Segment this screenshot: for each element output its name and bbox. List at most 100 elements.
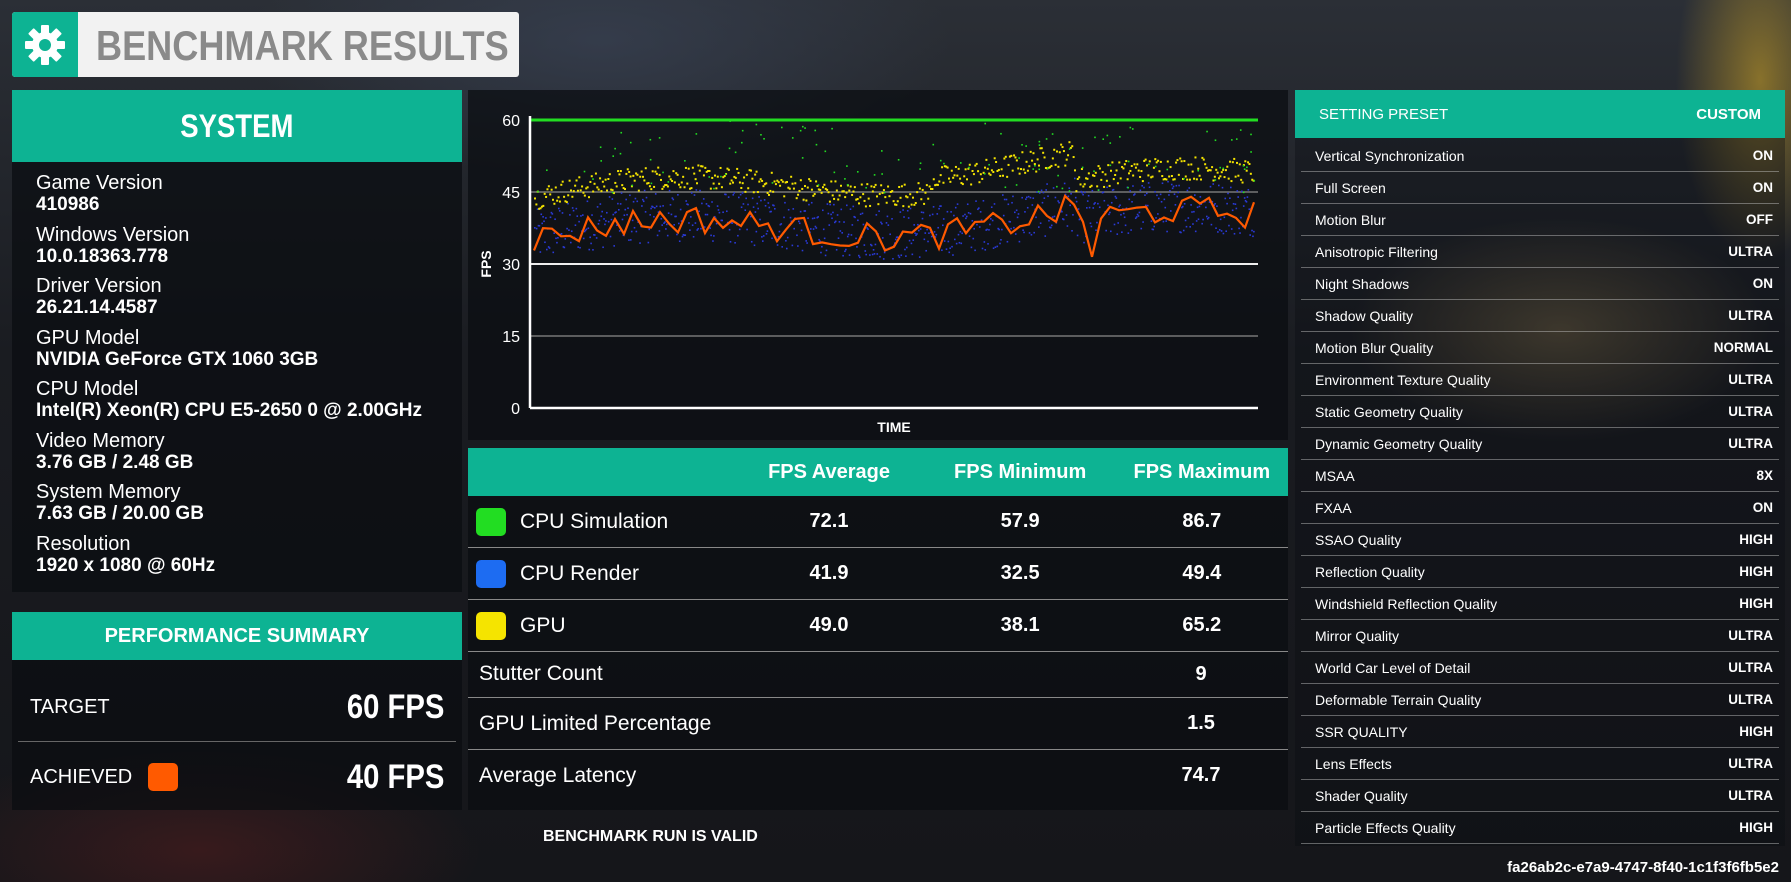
gpu-point bbox=[884, 196, 887, 199]
cpu-render-point bbox=[845, 248, 847, 251]
gpu-point bbox=[676, 173, 679, 176]
setting-preset-value: CUSTOM bbox=[1696, 105, 1761, 123]
cpu-render-point bbox=[759, 218, 761, 221]
cpu-render-point bbox=[1148, 186, 1151, 189]
gpu-point bbox=[1053, 148, 1056, 151]
cpu-render-point bbox=[1176, 195, 1179, 198]
cpu-render-point bbox=[568, 229, 570, 231]
setting-value: HIGH bbox=[1739, 532, 1773, 547]
gpu-point bbox=[819, 188, 822, 191]
cpu-render-point bbox=[942, 218, 945, 220]
cpu-simulation-point bbox=[846, 184, 849, 186]
cpu-render-point bbox=[1164, 206, 1167, 209]
cpu-render-point bbox=[791, 244, 794, 247]
cpu-render-point bbox=[726, 210, 728, 213]
cpu-render-point bbox=[564, 238, 567, 240]
x-axis-label: TIME bbox=[877, 419, 910, 435]
setting-row: Vertical Synchronization ON bbox=[1301, 140, 1779, 172]
gpu-point bbox=[701, 165, 704, 168]
gpu-point bbox=[797, 193, 800, 196]
gpu-point bbox=[611, 189, 614, 192]
cpu-simulation-point bbox=[1214, 139, 1217, 142]
cpu-render-point bbox=[1223, 216, 1226, 219]
cpu-simulation-point bbox=[684, 160, 686, 162]
gpu-point bbox=[540, 205, 543, 208]
cpu-render-point bbox=[1206, 217, 1209, 220]
cpu-render-point bbox=[652, 206, 654, 208]
cpu-simulation-point bbox=[873, 174, 876, 176]
gpu-point bbox=[923, 202, 926, 205]
gpu-point bbox=[1042, 151, 1045, 154]
cpu-render-point bbox=[763, 199, 766, 201]
cpu-render-point bbox=[1065, 214, 1068, 216]
cpu-render-point bbox=[867, 228, 869, 230]
gpu-point bbox=[538, 207, 541, 210]
gpu-point bbox=[1218, 177, 1220, 180]
gpu-point bbox=[1158, 170, 1161, 173]
cpu-simulation-point bbox=[755, 123, 758, 126]
cpu-render-point bbox=[553, 232, 555, 235]
cpu-render-point bbox=[984, 249, 987, 251]
cpu-simulation-point bbox=[1046, 167, 1049, 170]
cpu-render-point bbox=[808, 203, 810, 206]
cpu-render-point bbox=[610, 218, 613, 221]
cpu-render-point bbox=[987, 243, 989, 245]
cpu-render-point bbox=[694, 222, 697, 224]
gpu-point bbox=[895, 203, 898, 206]
gpu-point bbox=[1003, 157, 1006, 160]
cpu-render-point bbox=[1167, 180, 1169, 183]
cpu-render-point bbox=[1238, 227, 1240, 230]
cpu-render-point bbox=[1086, 200, 1089, 202]
cpu-render-point bbox=[692, 235, 695, 238]
gpu-point bbox=[921, 188, 924, 191]
cpu-render-point bbox=[1120, 213, 1122, 216]
gpu-point bbox=[1010, 154, 1013, 157]
system-item: System Memory 7.63 GB / 20.00 GB bbox=[36, 481, 462, 533]
system-item-label: CPU Model bbox=[36, 378, 139, 400]
system-item-value: 410986 bbox=[36, 194, 100, 215]
cpu-render-point bbox=[644, 211, 647, 213]
cpu-render-point bbox=[1218, 229, 1221, 231]
cpu-render-point bbox=[1024, 211, 1026, 213]
system-panel: SYSTEM Game Version 410986 Windows Version… bbox=[12, 90, 462, 592]
cpu-render-point bbox=[894, 242, 896, 244]
setting-label: Dynamic Geometry Quality bbox=[1315, 435, 1483, 452]
gpu-point bbox=[899, 196, 902, 199]
cpu-render-point bbox=[933, 231, 936, 233]
cpu-simulation-point bbox=[817, 184, 820, 186]
gpu-point bbox=[1110, 169, 1112, 172]
cpu-render-point bbox=[710, 234, 712, 237]
gpu-point bbox=[946, 166, 949, 169]
cpu-render-point bbox=[1058, 201, 1060, 204]
cpu-render-point bbox=[1236, 190, 1239, 192]
cpu-render-point bbox=[883, 251, 886, 254]
setting-value: HIGH bbox=[1739, 724, 1773, 739]
cpu-render-point bbox=[1074, 177, 1076, 180]
cpu-render-point bbox=[1069, 204, 1071, 207]
cpu-render-point bbox=[1197, 218, 1200, 221]
gpu-point bbox=[571, 195, 574, 198]
cpu-render-point bbox=[951, 245, 953, 248]
cpu-render-point bbox=[649, 214, 651, 216]
gpu-point bbox=[1223, 176, 1226, 179]
system-item-label: Video Memory bbox=[36, 429, 165, 452]
cpu-simulation-point bbox=[658, 137, 661, 139]
cpu-simulation-point bbox=[1051, 133, 1054, 135]
cpu-render-point bbox=[1093, 203, 1095, 205]
performance-summary-header: PERFORMANCE SUMMARY bbox=[12, 612, 462, 660]
cpu-simulation-point bbox=[1109, 164, 1112, 167]
cpu-simulation-point bbox=[1235, 138, 1238, 140]
gpu-point bbox=[558, 200, 561, 203]
gpu-point bbox=[995, 160, 998, 163]
cpu-render-point bbox=[1239, 232, 1241, 234]
cpu-render-point bbox=[778, 230, 781, 233]
cpu-simulation-point bbox=[939, 159, 942, 162]
cpu-render-point bbox=[825, 249, 828, 252]
cpu-render-point bbox=[663, 222, 665, 225]
cpu-render-point bbox=[898, 256, 901, 259]
gpu-point bbox=[928, 185, 931, 188]
gpu-point bbox=[1047, 166, 1050, 169]
gpu-point bbox=[601, 180, 604, 183]
cpu-render-point bbox=[1188, 187, 1191, 189]
gpu-point bbox=[1205, 166, 1208, 169]
